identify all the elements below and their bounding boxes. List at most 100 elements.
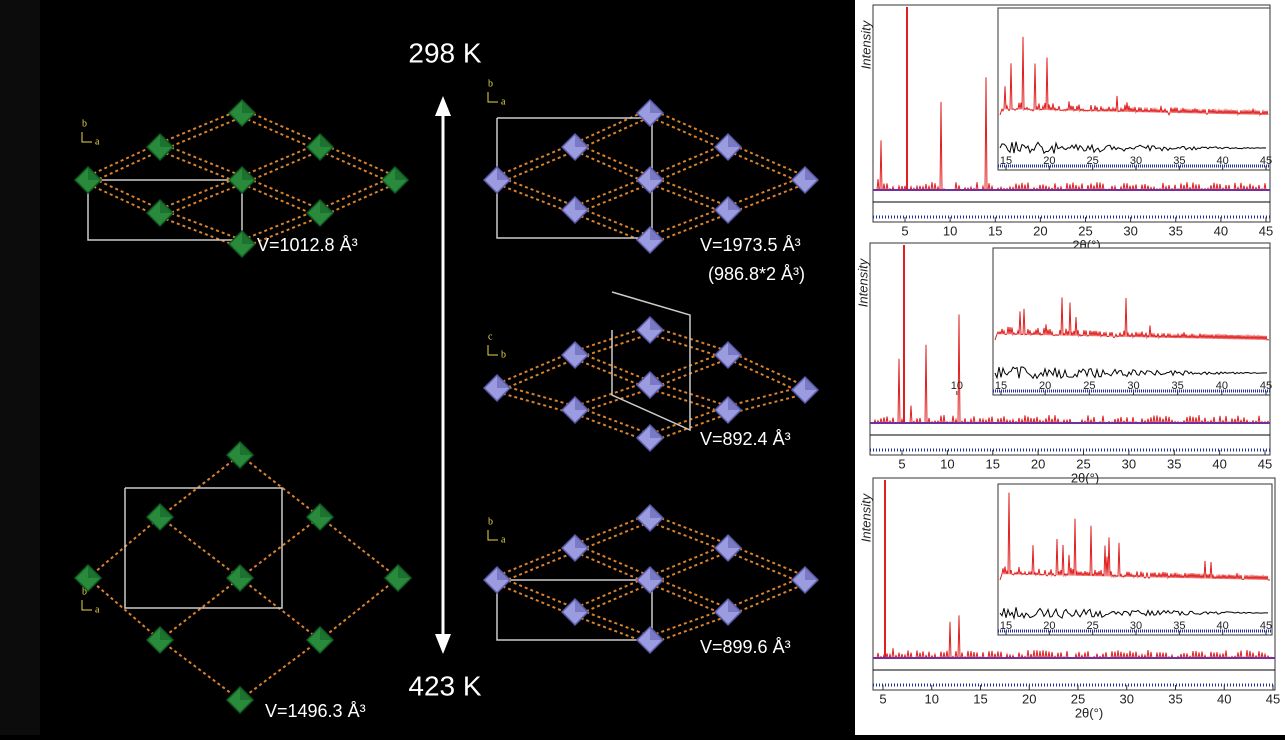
metal-node-face (728, 342, 741, 355)
axis-glyph (487, 530, 498, 541)
metal-node-face (575, 342, 588, 355)
linker (159, 142, 243, 177)
axis-letter: c (488, 331, 493, 342)
linker (159, 183, 243, 218)
axis-glyph (81, 600, 92, 611)
metal-node-face (497, 167, 510, 180)
x-tick-label: 35 (1168, 691, 1182, 706)
linker (574, 108, 651, 144)
volume-label: V=1012.8 Å³ (257, 235, 358, 255)
linker (239, 639, 321, 701)
framework (482, 98, 820, 255)
metal-node-face (650, 567, 663, 580)
x-tick-label: 20 (1022, 691, 1036, 706)
inset-tick-label: 20 (1039, 380, 1051, 392)
linker (649, 116, 729, 152)
metal-node-face (160, 504, 173, 517)
x-tick-label: 10 (925, 691, 939, 706)
linker (159, 108, 243, 144)
linker (649, 405, 729, 435)
inset-diff (999, 141, 1267, 155)
metal-node-face (805, 167, 818, 180)
volume-label: V=892.4 Å³ (700, 429, 791, 449)
framework (73, 98, 410, 259)
inset-tick-label: 10 (951, 380, 963, 392)
x-tick-label: 10 (943, 223, 957, 238)
metal-node-face (650, 100, 663, 113)
linker (649, 575, 729, 609)
temperature-label: 298 K (408, 37, 481, 68)
left-strip (0, 0, 40, 735)
inset-tick-label: 20 (1043, 620, 1055, 632)
metal-node-face (160, 627, 173, 640)
metal-node-face (398, 565, 411, 578)
metal-node-face (497, 567, 510, 580)
x-tick-label: 30 (1120, 691, 1134, 706)
x-tick-label: 45 (1258, 456, 1272, 471)
unit-cell (611, 291, 691, 432)
axis-letter: a (501, 534, 506, 545)
metal-node-face (575, 134, 588, 147)
metal-node-face (240, 687, 253, 700)
linker (649, 543, 729, 577)
linker (159, 150, 243, 185)
linker (241, 116, 321, 152)
x-tick-label: 25 (1078, 223, 1092, 238)
inset-pattern (994, 297, 1270, 341)
metal-node-face (805, 377, 818, 390)
linker (649, 607, 729, 637)
metal-node-face (728, 397, 741, 410)
framework (482, 503, 820, 655)
axis-letter: b (488, 516, 493, 527)
linker (574, 325, 651, 352)
metal-node-face (497, 375, 510, 388)
y-axis-label: Intensity (858, 19, 873, 69)
x-tick-label: 15 (988, 223, 1002, 238)
linker (649, 183, 729, 215)
x-tick-label: 40 (1217, 691, 1231, 706)
metal-node-face (650, 317, 663, 330)
x-tick-label: 15 (973, 691, 987, 706)
x-tick-label: 40 (1214, 223, 1228, 238)
x-tick-label: 15 (986, 456, 1000, 471)
linker (241, 175, 321, 210)
metal-node-face (240, 442, 253, 455)
framework (73, 440, 413, 715)
linker (649, 350, 729, 382)
volume-label: V=1973.5 Å³ (700, 235, 801, 255)
inset-tick-label: 15 (1000, 155, 1012, 167)
metal-node-face (160, 134, 173, 147)
inset-tick-label: 45 (1260, 620, 1272, 632)
linker (159, 639, 241, 701)
linker (159, 454, 241, 518)
inset-pattern (999, 492, 1271, 581)
linker (727, 358, 806, 395)
axis-letter: a (501, 96, 506, 107)
linker (239, 516, 321, 579)
linker (496, 150, 576, 185)
x-tick-label: 35 (1169, 223, 1183, 238)
linker (319, 577, 399, 641)
linker (496, 350, 576, 385)
metal-node-face (728, 134, 741, 147)
linker (87, 577, 161, 641)
x-tick-label: 25 (1076, 456, 1090, 471)
linker (649, 150, 729, 185)
linker (496, 142, 576, 177)
inset-tick-label: 20 (1043, 155, 1055, 167)
x-tick-label: 20 (1031, 456, 1045, 471)
metal-node-face (650, 425, 663, 438)
linker (496, 551, 576, 585)
x-tick-label: 45 (1266, 691, 1280, 706)
linker (649, 583, 729, 617)
linker (159, 216, 243, 249)
metal-node-face (728, 599, 741, 612)
temperature-label: 423 K (408, 670, 481, 701)
unit-cell (124, 487, 283, 609)
inset-frame (992, 247, 1271, 396)
x-tick-label: 10 (940, 456, 954, 471)
linker (159, 577, 241, 641)
metal-node-face (575, 535, 588, 548)
axis-glyph (487, 92, 498, 103)
